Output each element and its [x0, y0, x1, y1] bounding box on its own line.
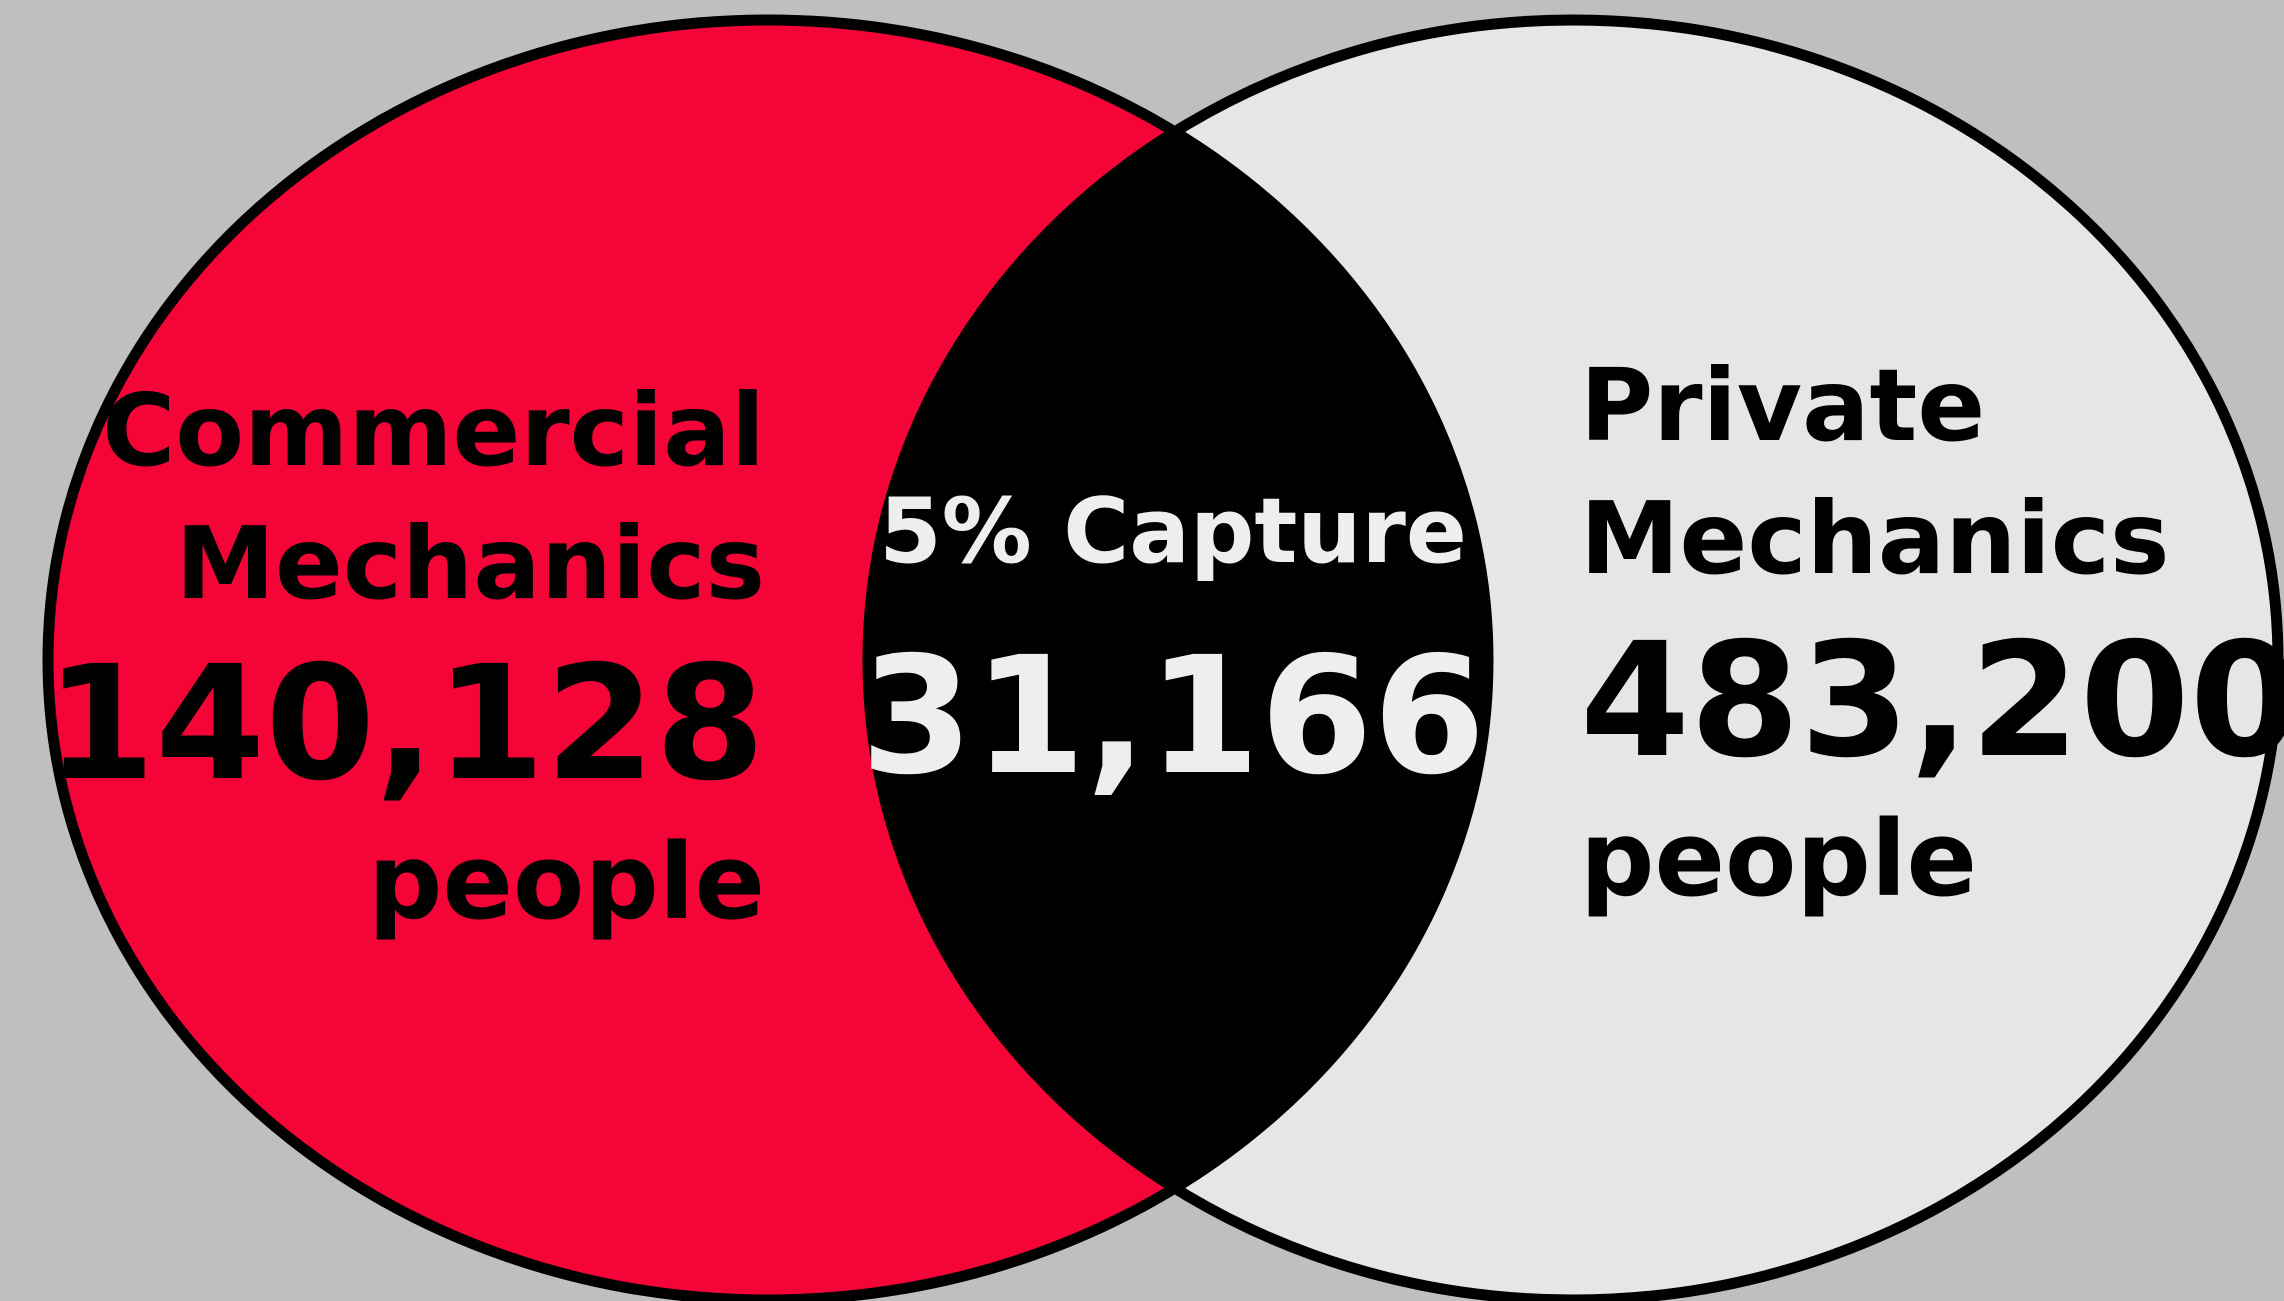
- right-set-count: 483,200: [1580, 609, 2284, 793]
- overlap-count: 31,166: [860, 623, 1485, 811]
- left-set-outline: [42, 14, 1494, 1301]
- right-set-name-line1: Private: [1580, 347, 1985, 464]
- right-set-outline: [862, 14, 2284, 1301]
- left-set-name-line1: Commercial: [102, 372, 765, 489]
- left-set-name-line2: Mechanics: [175, 505, 765, 622]
- left-set-count: 140,128: [45, 632, 765, 816]
- overlap-label: 5% Capture: [879, 479, 1467, 584]
- left-set-unit: people: [368, 821, 765, 943]
- right-set-name-line2: Mechanics: [1580, 480, 2170, 597]
- overlap-region: [868, 20, 1488, 1300]
- right-set-unit: people: [1580, 798, 1977, 920]
